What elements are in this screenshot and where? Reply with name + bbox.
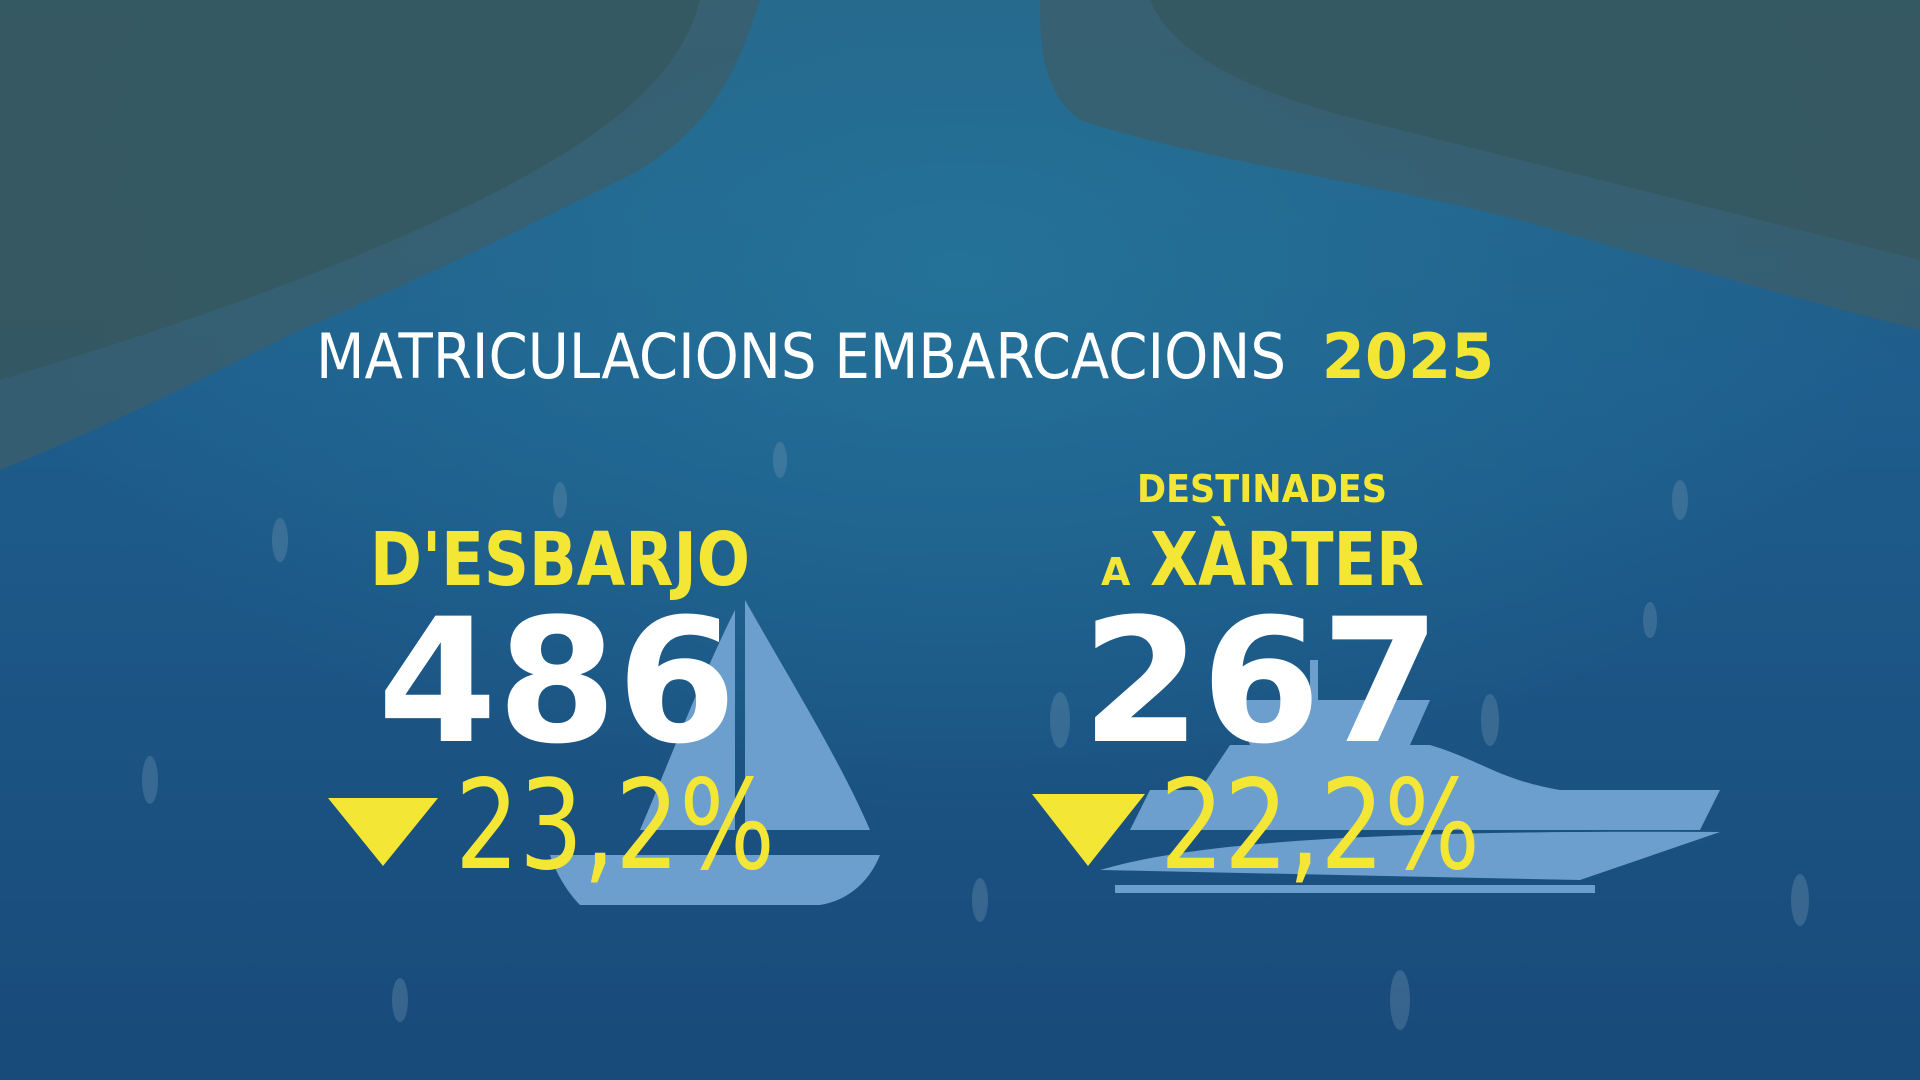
stat-label: XÀRTER <box>1150 515 1424 603</box>
stat-label: D'ESBARJO <box>370 517 750 603</box>
down-arrow <box>1032 794 1145 866</box>
stat-value: 267 <box>1081 581 1440 782</box>
title: MATRICULACIONS EMBARCACIONS 2025 <box>316 320 1494 393</box>
title-year: 2025 <box>1322 320 1495 393</box>
stat-value: 486 <box>377 581 736 782</box>
stat-label-top: DESTINADES <box>1137 467 1387 511</box>
stat-change: 23,2% <box>455 754 775 898</box>
stat-change: 22,2% <box>1160 754 1480 898</box>
down-arrow <box>328 798 438 866</box>
title-text: MATRICULACIONS EMBARCACIONS <box>316 320 1286 393</box>
stat-label-prefix: A <box>1101 550 1131 594</box>
sailboat-icon <box>550 600 880 905</box>
yacht-icon <box>1100 660 1720 893</box>
